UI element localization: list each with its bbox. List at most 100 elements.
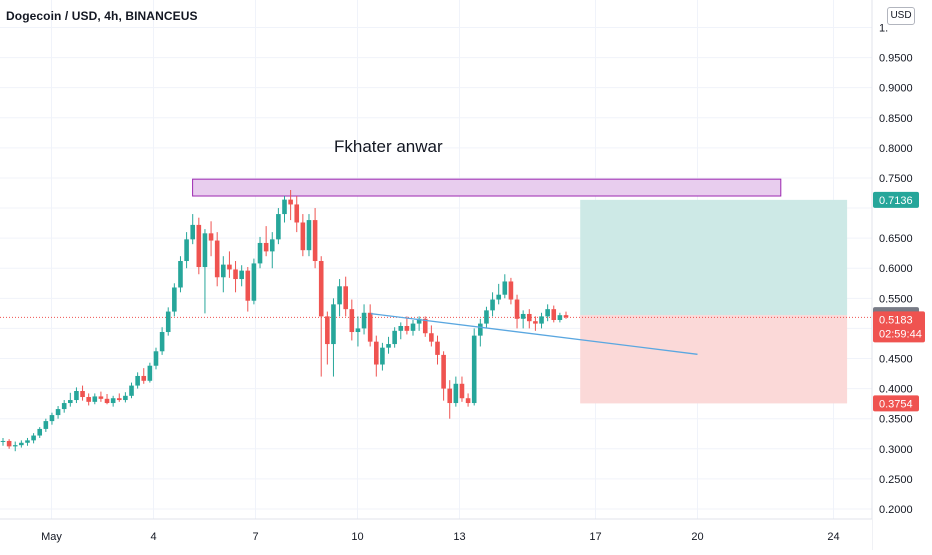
candle[interactable] — [135, 372, 140, 389]
candle[interactable] — [208, 221, 214, 257]
candle[interactable] — [563, 311, 569, 319]
candle[interactable] — [6, 439, 12, 449]
candle[interactable] — [502, 274, 508, 299]
candle[interactable] — [539, 312, 544, 329]
candle[interactable] — [398, 322, 404, 340]
candle[interactable] — [12, 441, 18, 452]
candle[interactable] — [165, 307, 171, 336]
stop-price-badge[interactable]: 0.3754 — [873, 395, 919, 412]
candle[interactable] — [380, 342, 385, 371]
candle[interactable] — [196, 217, 202, 275]
loss-zone[interactable] — [580, 315, 848, 404]
candle[interactable] — [367, 304, 373, 347]
trendline[interactable] — [371, 313, 698, 355]
candle[interactable] — [392, 327, 397, 348]
candle[interactable] — [239, 265, 244, 287]
candle[interactable] — [349, 299, 355, 341]
candle[interactable] — [31, 433, 36, 444]
candle[interactable] — [343, 276, 348, 317]
candle[interactable] — [447, 380, 453, 419]
candle[interactable] — [184, 232, 189, 269]
candle[interactable] — [520, 310, 526, 329]
candle[interactable] — [98, 391, 104, 402]
candle[interactable] — [221, 256, 226, 293]
candle[interactable] — [214, 232, 220, 287]
candle[interactable] — [104, 394, 110, 405]
candle[interactable] — [465, 393, 471, 407]
candle[interactable] — [453, 376, 459, 407]
candle[interactable] — [306, 214, 312, 257]
candle[interactable] — [172, 283, 177, 317]
candle[interactable] — [147, 362, 153, 383]
candle[interactable] — [276, 208, 281, 245]
price-axis[interactable]: 0.2000 0.2500 0.3000 0.3500 0.4000 0.4500 0.55… — [871, 0, 932, 550]
candle[interactable] — [129, 382, 134, 399]
candle[interactable] — [123, 392, 128, 403]
candle[interactable] — [490, 292, 495, 317]
profit-zone[interactable] — [580, 199, 848, 316]
candle[interactable] — [257, 236, 263, 269]
candle[interactable] — [263, 226, 269, 257]
candle[interactable] — [429, 325, 434, 347]
candle[interactable] — [361, 304, 367, 335]
candle[interactable] — [282, 196, 287, 223]
candle[interactable] — [25, 437, 30, 446]
candle[interactable] — [92, 393, 98, 405]
last-price-badge[interactable]: 0.5183 02:59:44 — [873, 311, 925, 343]
candle[interactable] — [110, 395, 116, 407]
candle[interactable] — [245, 267, 251, 312]
candle[interactable] — [86, 393, 91, 406]
candle[interactable] — [68, 392, 73, 407]
candle[interactable] — [141, 368, 147, 384]
candle[interactable] — [318, 256, 324, 377]
candle[interactable] — [269, 232, 275, 269]
candle[interactable] — [416, 316, 422, 331]
candle[interactable] — [178, 256, 183, 293]
candle[interactable] — [153, 347, 159, 370]
candle[interactable] — [159, 327, 165, 355]
candle[interactable] — [533, 316, 538, 331]
target-price-badge[interactable]: 0.7136 — [873, 191, 919, 208]
candle[interactable] — [526, 309, 532, 329]
candle[interactable] — [233, 261, 238, 293]
candle[interactable] — [0, 437, 6, 446]
candle[interactable] — [496, 283, 501, 305]
candle[interactable] — [337, 279, 342, 317]
candle[interactable] — [514, 294, 520, 329]
time-axis[interactable]: May 4 7 10 13 17 20 24 — [0, 518, 872, 550]
candle[interactable] — [49, 412, 55, 425]
candle[interactable] — [202, 229, 208, 314]
candle[interactable] — [288, 189, 293, 221]
candle[interactable] — [294, 196, 300, 233]
candle[interactable] — [404, 316, 410, 335]
candle[interactable] — [373, 335, 379, 377]
candle[interactable] — [300, 214, 306, 257]
candle[interactable] — [410, 319, 416, 336]
candle[interactable] — [116, 393, 122, 402]
candle[interactable] — [251, 258, 257, 305]
candle[interactable] — [55, 406, 61, 419]
candle[interactable] — [471, 328, 477, 406]
candle[interactable] — [227, 251, 232, 278]
symbol-title[interactable]: Dogecoin / USD, 4h, BINANCEUS — [6, 9, 198, 23]
candle[interactable] — [441, 351, 446, 401]
candle[interactable] — [331, 298, 336, 377]
resistance-zone[interactable] — [192, 178, 782, 197]
candle[interactable] — [190, 214, 196, 245]
candle[interactable] — [80, 385, 85, 401]
candle[interactable] — [43, 418, 49, 432]
candle[interactable] — [386, 336, 391, 354]
candle[interactable] — [478, 318, 483, 347]
candle[interactable] — [19, 440, 24, 448]
candle[interactable] — [61, 400, 67, 413]
candle[interactable] — [484, 306, 489, 329]
candle[interactable] — [355, 316, 361, 347]
candle[interactable] — [459, 376, 465, 402]
candle[interactable] — [435, 335, 440, 365]
currency-badge[interactable]: USD — [887, 7, 915, 25]
candle[interactable] — [545, 304, 550, 322]
candle[interactable] — [312, 208, 318, 269]
candle[interactable] — [551, 305, 557, 323]
